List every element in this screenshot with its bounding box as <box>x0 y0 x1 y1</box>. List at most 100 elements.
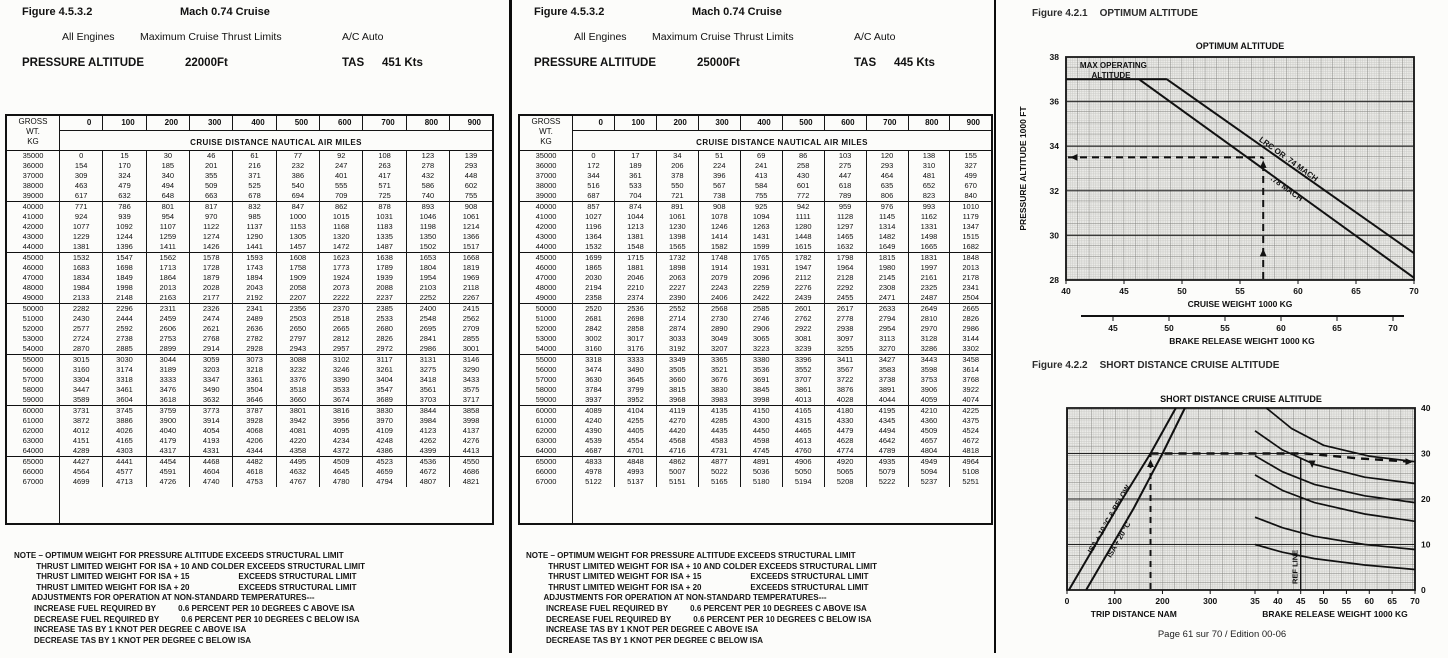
table-row: 51000 2430 2444 2459 2474 2489 2503 2518 2533 254… <box>5 314 494 324</box>
gross-weight-cell: 46000 <box>5 263 60 273</box>
distance-cell: 4716 <box>655 446 699 457</box>
distance-cell: 4059 <box>907 395 951 406</box>
distance-cell: 2504 <box>949 293 993 304</box>
distance-cell: 1244 <box>102 232 147 242</box>
distance-cell: 3604 <box>102 395 147 406</box>
distance-cell: 2536 <box>613 303 657 314</box>
distance-cell: 3717 <box>449 395 494 406</box>
distance-cell: 2030 <box>572 273 615 283</box>
distance-cell: 1865 <box>572 263 615 273</box>
distance-cell: 3956 <box>319 416 364 426</box>
distance-cell: 4225 <box>949 405 993 416</box>
distance-cell: 2374 <box>613 293 657 304</box>
distance-cell: 2665 <box>319 324 364 334</box>
distance-cell: 1196 <box>572 222 615 232</box>
table-row: 65000 4833 4848 4862 4877 4891 4906 4920 4935 494… <box>518 456 993 467</box>
distance-cell: 1145 <box>865 212 909 222</box>
gross-weight-cell: 39000 <box>518 191 573 202</box>
distance-cell: 4577 <box>102 467 147 477</box>
table-row: 54000 2870 2885 2899 2914 2928 2943 2957 2972 298… <box>5 344 494 355</box>
gross-weight-cell: 41000 <box>518 212 573 222</box>
distance-cell: 4949 <box>907 456 951 467</box>
distance-cell: 3984 <box>405 416 451 426</box>
distance-cell: 1153 <box>275 222 321 232</box>
distance-cell: 172 <box>572 161 615 171</box>
distance-cell: 1274 <box>189 232 234 242</box>
distance-cell: 2548 <box>405 314 451 324</box>
distance-cell: 4821 <box>449 477 494 487</box>
gross-weight-cell: 52000 <box>5 324 60 334</box>
distance-cell: 2326 <box>189 303 234 314</box>
gross-weight-header: GROSS WT. KG <box>518 115 573 151</box>
distance-cell: 555 <box>319 181 364 191</box>
distance-cell: 1487 <box>362 242 407 253</box>
svg-text:65: 65 <box>1387 596 1397 606</box>
distance-cell: 4523 <box>362 456 407 467</box>
distance-cell: 4262 <box>405 436 451 446</box>
figure-4-2-1-title: OPTIMUM ALTITUDE <box>1099 8 1198 19</box>
distance-cell: 1728 <box>189 263 234 273</box>
distance-cell: 499 <box>949 171 993 181</box>
distance-cell: 4833 <box>572 456 615 467</box>
distance-cell: 5237 <box>907 477 951 487</box>
table-header-row: GROSS WT. KG 0 100 200 300 400 500 600 700 800 900 <box>518 115 993 151</box>
distance-cell: 5065 <box>823 467 867 477</box>
distance-cell: 3390 <box>319 375 364 385</box>
distance-cell: 3290 <box>449 365 494 375</box>
distance-cell: 4789 <box>865 446 909 457</box>
table-row: 41000 1027 1044 1061 1078 1094 1111 1128 1145 116… <box>518 212 993 222</box>
distance-cell: 5251 <box>949 477 993 487</box>
distance-cell: 1414 <box>697 232 741 242</box>
distance-column-header: 700 <box>362 115 407 131</box>
distance-cell: 1305 <box>275 232 321 242</box>
distance-cell: 1411 <box>145 242 191 253</box>
distance-cell: 4413 <box>449 446 494 457</box>
distance-cell: 1964 <box>823 263 867 273</box>
distance-cell: 4303 <box>102 446 147 457</box>
distance-cell: 2768 <box>189 334 234 344</box>
distance-cell: 618 <box>823 181 867 191</box>
distance-cell: 2237 <box>362 293 407 304</box>
table-row: 58000 3447 3461 3476 3490 3504 3518 3533 3547 356… <box>5 385 494 395</box>
distance-cell: 2858 <box>613 324 657 334</box>
distance-cell: 2282 <box>58 303 104 314</box>
distance-cell: 632 <box>102 191 147 202</box>
distance-cell: 2938 <box>823 324 867 334</box>
distance-cell: 479 <box>102 181 147 191</box>
distance-cell: 1162 <box>907 212 951 222</box>
distance-cell: 2681 <box>572 314 615 324</box>
distance-cell: 2103 <box>405 283 451 293</box>
distance-cell: 3886 <box>102 416 147 426</box>
distance-cell: 2063 <box>655 273 699 283</box>
gross-weight-cell: 39000 <box>5 191 60 202</box>
distance-cell: 2698 <box>613 314 657 324</box>
distance-cell: 1773 <box>319 263 364 273</box>
distance-cell: 4210 <box>907 405 951 416</box>
distance-cell: 2439 <box>781 293 825 304</box>
distance-cell: 1665 <box>907 242 951 253</box>
distance-cell: 832 <box>232 201 277 212</box>
distance-cell: 3731 <box>58 405 104 416</box>
distance-cell: 4255 <box>613 416 657 426</box>
distance-cell: 1815 <box>865 252 909 263</box>
table-row: 36000 154 170 185 201 216 232 247 263 278 293 <box>5 161 494 171</box>
distance-cell: 1532 <box>572 242 615 253</box>
distance-cell: 1649 <box>865 242 909 253</box>
distance-cell: 4044 <box>865 395 909 406</box>
distance-cell: 1168 <box>319 222 364 232</box>
distance-cell: 3674 <box>319 395 364 406</box>
distance-cell: 1548 <box>613 242 657 253</box>
distance-cell: 2058 <box>275 283 321 293</box>
distance-cell: 1482 <box>865 232 909 242</box>
distance-cell: 4454 <box>145 456 191 467</box>
thrust-limits-label: Maximum Cruise Thrust Limits <box>652 31 794 43</box>
distance-cell: 2210 <box>613 283 657 293</box>
distance-cell: 4450 <box>739 426 783 436</box>
svg-text:BRAKE RELEASE WEIGHT 1000 KG: BRAKE RELEASE WEIGHT 1000 KG <box>1262 609 1408 619</box>
distance-cell: 2474 <box>189 314 234 324</box>
distance-cell: 4554 <box>613 436 657 446</box>
distance-cell: 3575 <box>449 385 494 395</box>
distance-cell: 3476 <box>145 385 191 395</box>
distance-cell: 4509 <box>907 426 951 436</box>
table-row: 50000 2282 2296 2311 2326 2341 2356 2370 2385 240… <box>5 303 494 314</box>
